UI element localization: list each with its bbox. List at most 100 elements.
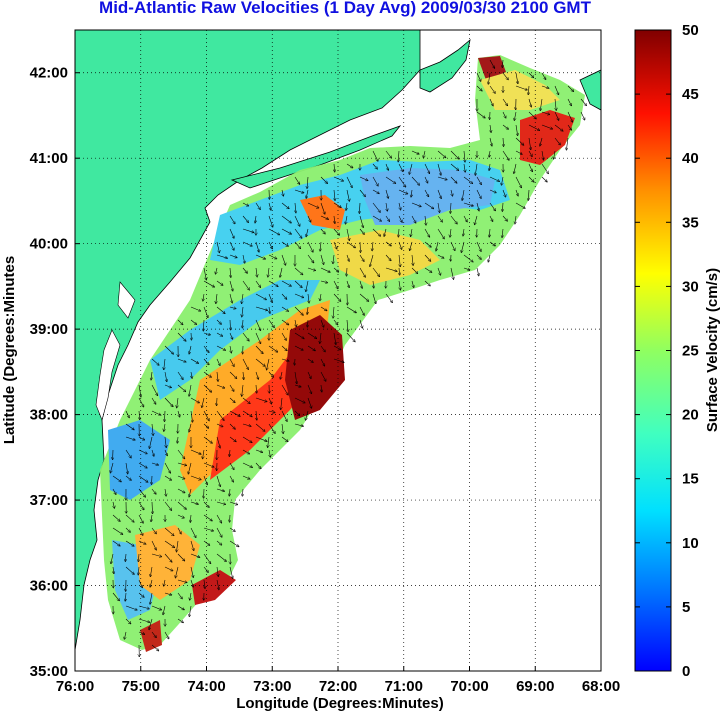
velocity-arrow xyxy=(281,397,282,409)
velocity-arrow xyxy=(515,215,516,224)
velocity-arrow xyxy=(151,644,159,651)
velocity-arrow xyxy=(320,254,324,264)
velocity-arrow xyxy=(255,423,265,431)
lon-tick-label: 68:00 xyxy=(582,678,620,695)
velocity-arrow xyxy=(177,449,185,459)
velocity-arrow xyxy=(320,267,330,272)
velocity-arrow xyxy=(281,384,288,395)
velocity-arrow xyxy=(359,202,360,213)
velocity-arrow xyxy=(437,254,444,258)
velocity-arrow xyxy=(165,436,166,447)
velocity-arrow xyxy=(281,293,287,299)
velocity-arrow xyxy=(476,85,482,91)
velocity-arrow xyxy=(229,527,235,531)
velocity-arrow xyxy=(268,319,274,327)
lat-tick-label: 38:00 xyxy=(30,407,68,424)
velocity-arrow xyxy=(306,189,309,198)
velocity-arrow xyxy=(437,228,444,239)
velocity-arrow xyxy=(190,319,196,324)
velocity-arrow xyxy=(203,280,214,287)
longitude-ticks: 76:00 75:00 74:00 73:00 72:00 71:00 70:00 69:00… xyxy=(56,666,620,695)
velocity-arrow xyxy=(190,514,191,522)
velocity-arrow xyxy=(138,540,146,544)
velocity-arrow xyxy=(308,293,309,303)
velocity-arrow xyxy=(216,540,222,545)
velocity-arrow xyxy=(463,215,467,222)
velocity-arrow xyxy=(345,215,347,224)
velocity-arrow xyxy=(489,215,493,221)
velocity-arrow xyxy=(502,228,503,237)
velocity-arrow xyxy=(424,254,431,261)
velocity-arrow xyxy=(242,254,245,263)
velocity-arrow xyxy=(320,202,325,214)
velocity-arrow xyxy=(151,358,159,365)
delaware-bay xyxy=(117,281,136,319)
velocity-arrow xyxy=(229,254,237,258)
velocity-arrow xyxy=(372,202,380,212)
velocity-arrow xyxy=(177,358,186,362)
lon-tick-label: 71:00 xyxy=(385,678,423,695)
velocity-arrow xyxy=(152,501,153,514)
velocity-arrow xyxy=(229,449,230,456)
velocity-arrow xyxy=(282,189,283,196)
velocity-arrow xyxy=(190,592,191,600)
velocity-arrow xyxy=(307,176,308,188)
velocity-arrow xyxy=(476,72,481,81)
velocity-arrow xyxy=(138,553,139,562)
map-grid xyxy=(75,30,601,671)
velocity-arrow xyxy=(125,527,130,532)
velocity-arrow xyxy=(190,579,193,587)
velocity-arrow xyxy=(385,150,391,158)
velocity-arrow xyxy=(476,267,479,276)
velocity-arrow xyxy=(112,514,120,521)
velocity-arrow xyxy=(489,150,490,157)
velocity-arrow xyxy=(320,306,327,311)
velocity-arrow xyxy=(164,449,167,456)
velocity-arrow xyxy=(540,98,543,110)
velocity-arrow xyxy=(151,605,161,610)
velocity-arrow xyxy=(203,345,209,352)
velocity-arrow xyxy=(554,150,555,159)
velocity-arrow xyxy=(385,293,392,302)
velocity-arrow xyxy=(334,189,335,200)
velocity-arrow xyxy=(151,384,158,395)
velocity-arrow xyxy=(436,241,439,251)
velocity-arrow xyxy=(229,371,237,378)
velocity-arrow xyxy=(203,358,209,365)
velocity-arrow xyxy=(346,163,353,168)
velocity-arrow xyxy=(502,215,507,221)
lon-tick-label: 75:00 xyxy=(122,678,160,695)
velocity-arrow xyxy=(372,150,378,161)
velocity-arrow xyxy=(399,280,400,290)
velocity-arrow xyxy=(203,566,208,572)
velocity-arrow xyxy=(515,85,527,90)
velocity-arrow xyxy=(385,267,397,271)
velocity-arrow xyxy=(450,150,459,159)
velocity-arrow xyxy=(281,202,289,209)
velocity-arrow xyxy=(256,384,257,393)
velocity-arrow xyxy=(501,176,503,185)
velocity-arrow xyxy=(203,553,211,564)
velocity-arrow xyxy=(424,241,431,247)
lon-tick-label: 69:00 xyxy=(516,678,554,695)
velocity-arrow xyxy=(177,397,178,408)
latitude-ticks: 42:00 41:00 40:00 39:00 38:00 37:00 36:00 35:00 xyxy=(30,65,80,680)
velocity-arrow xyxy=(411,215,416,223)
velocity-arrow xyxy=(307,202,319,208)
velocity-arrow xyxy=(294,280,302,288)
velocity-arrow xyxy=(515,124,518,135)
colorbar-tick-label: 20 xyxy=(682,407,699,424)
velocity-arrow xyxy=(541,72,546,79)
velocity-arrow xyxy=(528,72,534,78)
velocity-arrow xyxy=(177,488,185,493)
velocity-arrow xyxy=(398,150,399,162)
lat-tick-label: 41:00 xyxy=(30,150,68,167)
velocity-arrow xyxy=(372,241,373,251)
velocity-arrow xyxy=(203,527,213,531)
lon-tick-label: 76:00 xyxy=(56,678,94,695)
velocity-arrow xyxy=(216,345,225,350)
lat-tick-label: 42:00 xyxy=(30,65,68,82)
velocity-arrow xyxy=(307,332,317,339)
colorbar-ticks: 0 5 10 15 20 25 30 35 40 45 50 xyxy=(635,22,699,680)
velocity-arrow xyxy=(164,462,170,473)
